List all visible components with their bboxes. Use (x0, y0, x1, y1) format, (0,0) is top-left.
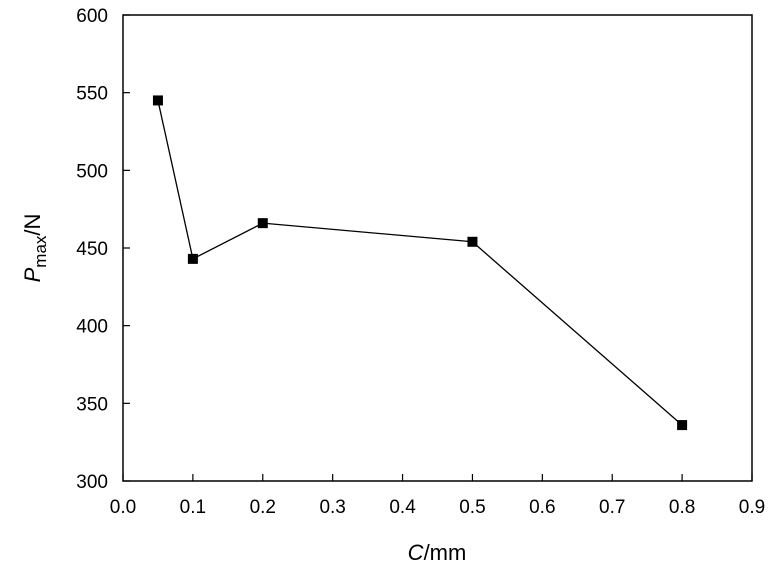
x-axis-title: C/mm (408, 540, 467, 565)
y-axis-sub: max (31, 235, 50, 268)
y-axis-unit: /N (20, 214, 45, 236)
data-point-marker (467, 236, 478, 247)
x-axis-ticks: 0.0 0.1 0.2 0.3 0.4 0.5 0.6 0.7 0.8 0.9 (110, 474, 765, 518)
x-tick-label: 0.4 (389, 497, 416, 518)
y-tick-label: 500 (76, 161, 108, 182)
y-tick-label: 300 (76, 472, 108, 493)
data-point-marker (677, 420, 688, 431)
y-axis-ticks: 300 350 400 450 500 550 600 (76, 6, 130, 493)
x-tick-label: 0.5 (459, 497, 485, 518)
plot-frame (122, 14, 753, 482)
series-line (157, 100, 683, 426)
x-tick-label: 0.7 (599, 497, 625, 518)
data-point-marker (152, 95, 163, 106)
x-tick-label: 0.8 (669, 497, 695, 518)
x-tick-label: 0.3 (319, 497, 345, 518)
x-tick-label: 0.1 (180, 497, 206, 518)
x-tick-label: 0.2 (250, 497, 276, 518)
data-point-marker (257, 218, 268, 229)
y-tick-label: 450 (76, 239, 108, 260)
x-axis-var: C (408, 540, 424, 565)
x-tick-label: 0.0 (110, 497, 136, 518)
x-axis-unit: /mm (424, 540, 467, 565)
y-tick-label: 600 (76, 6, 108, 27)
data-point-marker (187, 253, 198, 264)
x-tick-label: 0.6 (529, 497, 555, 518)
y-tick-label: 400 (76, 317, 108, 338)
y-tick-label: 550 (76, 84, 108, 105)
y-axis-var: P (20, 267, 45, 282)
series-layer (152, 95, 688, 431)
y-tick-label: 350 (76, 394, 108, 415)
y-axis-title: Pmax/N (20, 214, 50, 283)
x-tick-label: 0.9 (739, 497, 765, 518)
